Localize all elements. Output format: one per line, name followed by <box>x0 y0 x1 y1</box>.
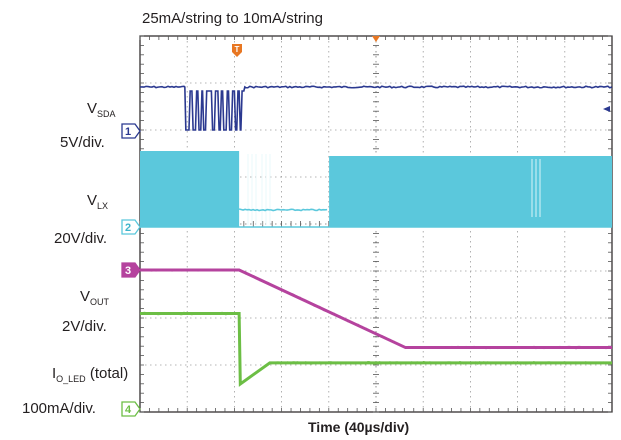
channel-3-marker-label: 3 <box>125 265 131 277</box>
vout-scale: 2V/div. <box>62 318 107 335</box>
trigger-marker <box>232 44 242 57</box>
trace-vlx-switching-2 <box>329 156 612 227</box>
vlx-label: VLX <box>87 192 109 211</box>
channel-4-marker <box>121 401 141 417</box>
channel-4-marker-label: 4 <box>125 404 132 416</box>
x-axis-label: Time (40µs/div) <box>308 419 410 435</box>
ioled-scale: 100mA/div. <box>22 400 96 417</box>
trace-vlx-switching-1 <box>140 151 240 227</box>
trigger-position-marker <box>372 36 380 42</box>
trace-vlx-off <box>238 208 328 212</box>
chart-title: 25mA/string to 10mA/string <box>142 10 323 27</box>
trace-vout-noise <box>139 268 613 350</box>
level-arrow <box>603 106 610 112</box>
channel-1-marker <box>121 123 141 139</box>
ioled-label: IO_LED (total) <box>52 365 129 384</box>
traces <box>139 85 613 387</box>
vlx-scale: 20V/div. <box>54 230 108 247</box>
vsda-scale: 5V/div. <box>60 134 105 151</box>
trace-ioled-noise-1 <box>139 311 239 316</box>
markers: 1 2 3 4 T <box>121 36 610 417</box>
channel-2-marker-label: 2 <box>125 222 131 234</box>
vout-label: VOUT <box>80 288 110 307</box>
trace-vsda <box>139 85 613 131</box>
trace-ioled-noise-2 <box>269 361 613 365</box>
channel-3-marker <box>121 262 141 278</box>
vsda-label: VSDA <box>87 100 116 119</box>
channel-1-marker-label: 1 <box>125 126 131 138</box>
trigger-marker-label: T <box>235 45 240 54</box>
channel-2-marker <box>121 219 141 235</box>
